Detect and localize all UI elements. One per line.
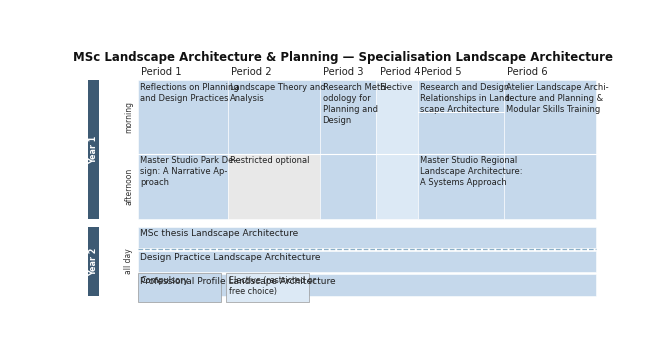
Text: Year 2: Year 2	[88, 247, 98, 275]
Bar	[88, 227, 98, 296]
Bar	[320, 80, 377, 154]
Text: Period 2: Period 2	[231, 67, 271, 76]
Bar	[418, 80, 504, 154]
Text: Period 3: Period 3	[324, 67, 364, 76]
Text: Master Studio Regional
Landscape Architecture:
A Systems Approach: Master Studio Regional Landscape Archite…	[420, 156, 523, 187]
Text: Elective (restricted or
free choice): Elective (restricted or free choice)	[228, 276, 316, 296]
Text: Professional Profile Landscape Architecture: Professional Profile Landscape Architect…	[140, 277, 336, 286]
Bar	[138, 154, 228, 219]
Text: Period 1: Period 1	[141, 67, 182, 76]
Bar	[418, 154, 504, 219]
Bar	[504, 154, 596, 219]
Text: afternoon: afternoon	[124, 168, 133, 205]
Text: Elective: Elective	[379, 83, 412, 92]
Bar	[377, 80, 418, 154]
Text: Master Studio Park De-
sign: A Narrative Ap-
proach: Master Studio Park De- sign: A Narrative…	[140, 156, 237, 187]
Bar	[226, 273, 309, 302]
Text: morning: morning	[124, 101, 133, 133]
Text: Landscape Theory and
Analysis: Landscape Theory and Analysis	[230, 83, 326, 103]
Bar	[138, 227, 596, 248]
Text: Compulsory: Compulsory	[141, 276, 189, 285]
Text: Year 1: Year 1	[88, 135, 98, 164]
Text: MSc Landscape Architecture & Planning — Specialisation Landscape Architecture: MSc Landscape Architecture & Planning — …	[74, 51, 613, 64]
Bar	[377, 154, 418, 219]
Text: Research and Design
Relationships in Land-
scape Architecture: Research and Design Relationships in Lan…	[420, 83, 513, 114]
Text: Atelier Landscape Archi-
tecture and Planning &
Modular Skills Training: Atelier Landscape Archi- tecture and Pla…	[506, 83, 608, 114]
Text: MSc thesis Landscape Architecture: MSc thesis Landscape Architecture	[140, 229, 298, 238]
Bar	[138, 274, 596, 296]
Text: Restricted optional: Restricted optional	[230, 156, 310, 165]
Text: Design Practice Landscape Architecture: Design Practice Landscape Architecture	[140, 253, 321, 262]
Bar	[88, 80, 98, 219]
Text: Research Meth-
odology for
Planning and
Design: Research Meth- odology for Planning and …	[322, 83, 388, 125]
Bar	[138, 273, 221, 302]
Text: Period 5: Period 5	[421, 67, 462, 76]
Bar	[320, 154, 377, 219]
Text: Reflections on Planning
and Design Practices: Reflections on Planning and Design Pract…	[140, 83, 239, 103]
Text: Period 6: Period 6	[507, 67, 547, 76]
Text: all day: all day	[124, 248, 133, 274]
Bar	[138, 251, 596, 272]
Bar	[138, 80, 228, 154]
Bar	[504, 80, 596, 154]
Bar	[228, 154, 320, 219]
Text: Period 4: Period 4	[380, 67, 420, 76]
Bar	[228, 80, 320, 154]
